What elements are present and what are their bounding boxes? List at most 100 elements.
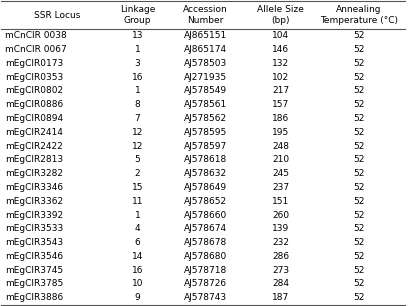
Text: 16: 16 — [132, 73, 143, 82]
Text: 52: 52 — [353, 238, 364, 247]
Text: AJ578660: AJ578660 — [184, 211, 227, 219]
Text: mEgCIR3533: mEgCIR3533 — [5, 224, 64, 233]
Text: 195: 195 — [272, 128, 290, 137]
Text: AJ578680: AJ578680 — [184, 252, 227, 261]
Text: AJ865174: AJ865174 — [184, 45, 227, 54]
Text: 52: 52 — [353, 128, 364, 137]
Text: 52: 52 — [353, 59, 364, 68]
Text: AJ578549: AJ578549 — [184, 87, 227, 95]
Text: AJ578503: AJ578503 — [184, 59, 227, 68]
Text: 273: 273 — [272, 266, 290, 275]
Text: 52: 52 — [353, 211, 364, 219]
Text: Allele Size
(bp): Allele Size (bp) — [258, 6, 304, 25]
Text: 12: 12 — [132, 128, 143, 137]
Text: 151: 151 — [272, 197, 290, 206]
Text: 1: 1 — [135, 87, 140, 95]
Text: mEgCIR3392: mEgCIR3392 — [5, 211, 63, 219]
Text: Annealing
Temperature (°C): Annealing Temperature (°C) — [320, 6, 398, 25]
Text: mEgCIR3745: mEgCIR3745 — [5, 266, 63, 275]
Text: 237: 237 — [272, 183, 290, 192]
Text: mEgCIR2422: mEgCIR2422 — [5, 142, 63, 151]
Text: 157: 157 — [272, 100, 290, 109]
Text: 52: 52 — [353, 252, 364, 261]
Text: 232: 232 — [272, 238, 290, 247]
Text: AJ578726: AJ578726 — [184, 279, 227, 289]
Text: 245: 245 — [272, 169, 290, 178]
Text: 5: 5 — [135, 155, 140, 164]
Text: 104: 104 — [272, 31, 290, 40]
Text: mEgCIR3362: mEgCIR3362 — [5, 197, 63, 206]
Text: 52: 52 — [353, 100, 364, 109]
Text: mEgCIR0886: mEgCIR0886 — [5, 100, 64, 109]
Text: 15: 15 — [132, 183, 143, 192]
Text: 7: 7 — [135, 114, 140, 123]
Text: 286: 286 — [272, 252, 290, 261]
Text: 1: 1 — [135, 45, 140, 54]
Text: 11: 11 — [132, 197, 143, 206]
Text: AJ578562: AJ578562 — [184, 114, 227, 123]
Text: 6: 6 — [135, 238, 140, 247]
Text: mEgCIR3546: mEgCIR3546 — [5, 252, 63, 261]
Text: AJ578678: AJ578678 — [184, 238, 227, 247]
Text: AJ578674: AJ578674 — [184, 224, 227, 233]
Text: 52: 52 — [353, 183, 364, 192]
Text: mCnCIR 0038: mCnCIR 0038 — [5, 31, 67, 40]
Text: 4: 4 — [135, 224, 140, 233]
Text: 146: 146 — [272, 45, 290, 54]
Text: 52: 52 — [353, 142, 364, 151]
Text: 52: 52 — [353, 279, 364, 289]
Text: 52: 52 — [353, 224, 364, 233]
Text: 52: 52 — [353, 266, 364, 275]
Text: 52: 52 — [353, 114, 364, 123]
Text: 10: 10 — [132, 279, 143, 289]
Text: mEgCIR3886: mEgCIR3886 — [5, 293, 64, 302]
Text: 52: 52 — [353, 155, 364, 164]
Text: mEgCIR3282: mEgCIR3282 — [5, 169, 63, 178]
Text: mCnCIR 0067: mCnCIR 0067 — [5, 45, 67, 54]
Text: 52: 52 — [353, 45, 364, 54]
Text: AJ865151: AJ865151 — [184, 31, 227, 40]
Text: 52: 52 — [353, 169, 364, 178]
Text: 210: 210 — [272, 155, 290, 164]
Text: 284: 284 — [272, 279, 290, 289]
Text: mEgCIR0802: mEgCIR0802 — [5, 87, 63, 95]
Text: 13: 13 — [132, 31, 143, 40]
Text: 139: 139 — [272, 224, 290, 233]
Text: AJ578743: AJ578743 — [184, 293, 227, 302]
Text: 9: 9 — [135, 293, 140, 302]
Text: mEgCIR0173: mEgCIR0173 — [5, 59, 64, 68]
Text: mEgCIR3346: mEgCIR3346 — [5, 183, 63, 192]
Text: 52: 52 — [353, 197, 364, 206]
Text: 187: 187 — [272, 293, 290, 302]
Text: AJ578718: AJ578718 — [184, 266, 227, 275]
Text: AJ578597: AJ578597 — [184, 142, 227, 151]
Text: Linkage
Group: Linkage Group — [120, 6, 155, 25]
Text: 52: 52 — [353, 87, 364, 95]
Text: 217: 217 — [272, 87, 290, 95]
Text: Accession
Number: Accession Number — [183, 6, 228, 25]
Text: AJ578561: AJ578561 — [184, 100, 227, 109]
Text: AJ578632: AJ578632 — [184, 169, 227, 178]
Text: 52: 52 — [353, 293, 364, 302]
Text: AJ578618: AJ578618 — [184, 155, 227, 164]
Text: AJ578595: AJ578595 — [184, 128, 227, 137]
Text: mEgCIR3543: mEgCIR3543 — [5, 238, 63, 247]
Text: 14: 14 — [132, 252, 143, 261]
Text: 132: 132 — [272, 59, 290, 68]
Text: 1: 1 — [135, 211, 140, 219]
Text: 260: 260 — [272, 211, 290, 219]
Text: AJ271935: AJ271935 — [184, 73, 227, 82]
Text: mEgCIR2813: mEgCIR2813 — [5, 155, 63, 164]
Text: mEgCIR0353: mEgCIR0353 — [5, 73, 64, 82]
Text: 186: 186 — [272, 114, 290, 123]
Text: AJ578649: AJ578649 — [184, 183, 227, 192]
Text: 2: 2 — [135, 169, 140, 178]
Text: 52: 52 — [353, 31, 364, 40]
Text: 12: 12 — [132, 142, 143, 151]
Text: AJ578652: AJ578652 — [184, 197, 227, 206]
Text: 248: 248 — [272, 142, 290, 151]
Text: mEgCIR3785: mEgCIR3785 — [5, 279, 64, 289]
Text: 3: 3 — [135, 59, 140, 68]
Text: mEgCIR2414: mEgCIR2414 — [5, 128, 63, 137]
Text: 102: 102 — [272, 73, 290, 82]
